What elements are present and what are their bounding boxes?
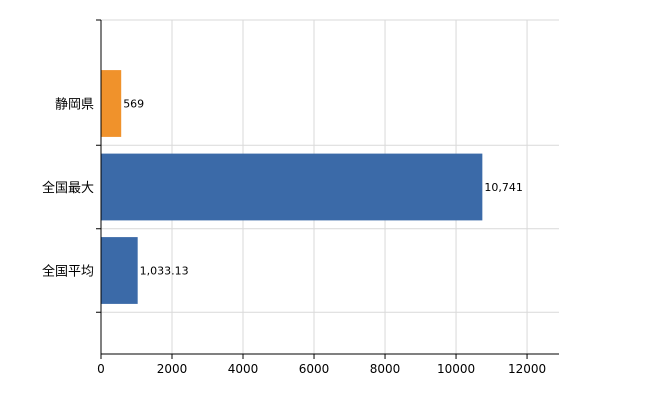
data-labels: 569 10,741 1,033.13 xyxy=(123,98,523,278)
bar-value-label: 10,741 xyxy=(484,181,523,194)
bars xyxy=(101,70,483,304)
x-tick-label: 8000 xyxy=(370,362,401,376)
x-axis-ticks: 0 2000 4000 6000 8000 10000 12000 xyxy=(96,19,546,376)
bar xyxy=(101,237,138,304)
bar xyxy=(101,70,122,137)
x-tick-label: 4000 xyxy=(228,362,259,376)
x-tick-label: 12000 xyxy=(508,362,546,376)
x-tick-label: 2000 xyxy=(157,362,188,376)
axes xyxy=(100,20,559,355)
bar-value-label: 569 xyxy=(123,98,144,111)
category-label: 静岡県 xyxy=(55,98,94,113)
category-label: 全国最大 xyxy=(42,180,94,196)
x-tick-label: 10000 xyxy=(437,362,475,376)
x-tick-label: 6000 xyxy=(299,362,330,376)
category-label: 全国平均 xyxy=(42,264,94,280)
bar-value-label: 1,033.13 xyxy=(140,265,189,278)
x-tick-label: 0 xyxy=(97,362,105,376)
bar xyxy=(101,153,483,221)
